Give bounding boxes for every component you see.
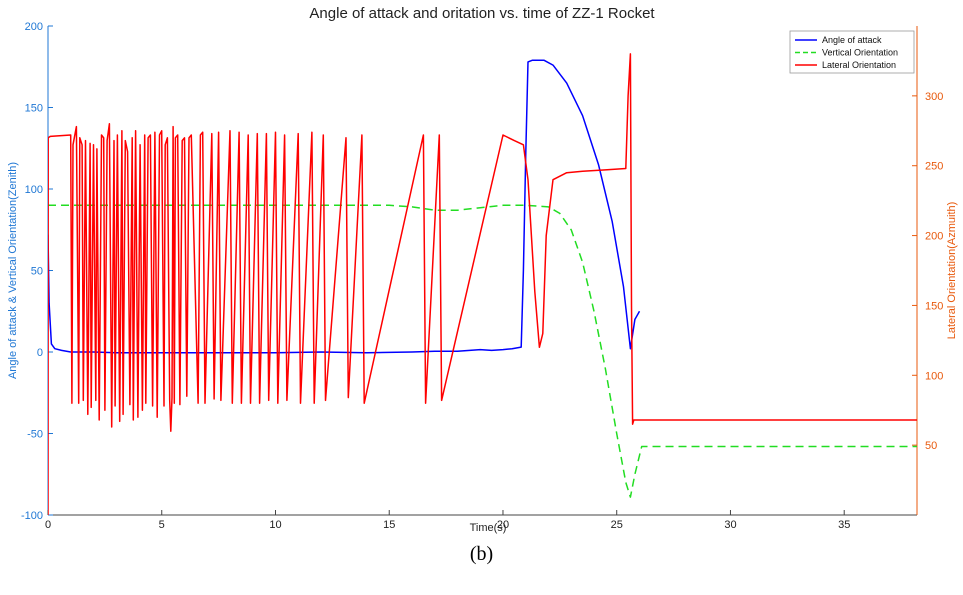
x-axis-label: Time(s): [470, 522, 507, 534]
y-axis-label-left: Angle of attack & Vertical Orientation(Z…: [7, 162, 19, 379]
plot-area: 0 5 10 15 20 25 30 35 -100 -50 0 50 100 150 200 50 100 15…: [21, 21, 943, 531]
chart-title: Angle of attack and oritation vs. time o…: [309, 5, 655, 22]
x-tick-label: 20: [497, 519, 509, 531]
x-tick-label: 25: [611, 519, 623, 531]
series-line-lateral-orientation: [48, 53, 917, 515]
y-tick-label-left: 0: [37, 347, 43, 359]
y-tick-label-left: -50: [27, 429, 43, 441]
legend: Angle of attack Vertical Orientation Later…: [789, 30, 915, 74]
y-tick-label-right: 250: [925, 161, 943, 173]
legend-label: Vertical Orientation: [822, 48, 898, 58]
x-tick-label: 5: [159, 519, 165, 531]
y-tick-label-left: 150: [25, 103, 43, 115]
y-tick-label-right: 150: [925, 300, 943, 312]
legend-label: Lateral Orientation: [822, 60, 896, 70]
series-line-vertical-orientation: [48, 204, 917, 498]
legend-label: Angle of attack: [822, 35, 882, 45]
y-tick-label-right: 200: [925, 231, 943, 243]
x-tick-label: 35: [838, 519, 850, 531]
chart: Angle of attack and oritation vs. time o…: [7, 5, 958, 534]
y-tick-label-right: 100: [925, 370, 943, 382]
series-line-angle-of-attack: [48, 59, 641, 354]
y-tick-label-right: 50: [925, 440, 937, 452]
legend-box: [789, 30, 915, 74]
x-tick-label: 0: [45, 519, 51, 531]
y-tick-label-left: -100: [21, 510, 43, 522]
x-tick-label: 15: [383, 519, 395, 531]
y-axis-label-right: Lateral Orientation(Azmuith): [946, 202, 958, 340]
y-tick-label-left: 100: [25, 184, 43, 196]
x-tick-label: 10: [269, 519, 281, 531]
figure-caption: (b): [469, 543, 494, 565]
x-tick-label: 30: [724, 519, 736, 531]
y-tick-label-right: 300: [925, 91, 943, 103]
y-tick-label-left: 200: [25, 21, 43, 33]
y-tick-label-left: 50: [31, 266, 43, 278]
